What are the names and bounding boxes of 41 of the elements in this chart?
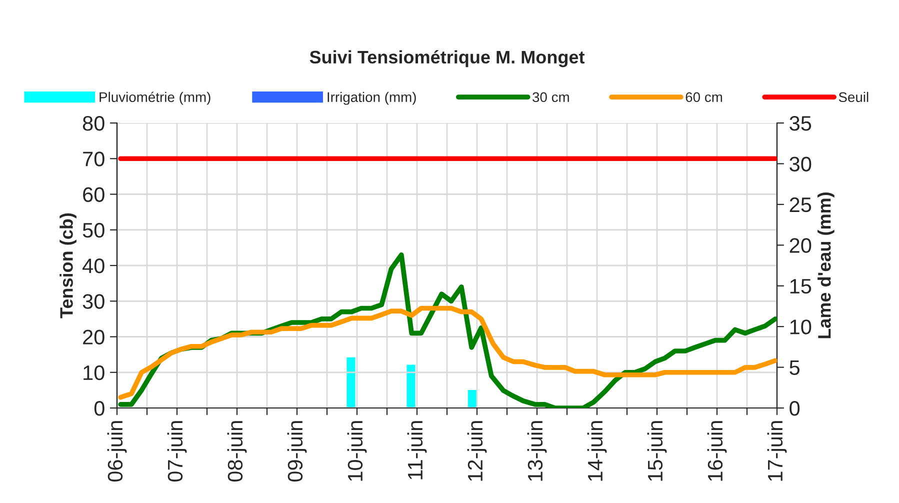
- x-tick-label: 10-juin: [347, 421, 367, 481]
- y2-axis-title: Lame d'eau (mm): [818, 192, 834, 338]
- line-series: [118, 306, 777, 400]
- y-tick-label: 60: [83, 187, 104, 202]
- legend-label: 60 cm: [686, 92, 722, 102]
- y2-tick-label: 30: [790, 156, 812, 172]
- y-tick-label: 30: [82, 294, 104, 309]
- x-tick-label: 09-juin: [287, 421, 307, 482]
- y2-tick-label: 25: [790, 197, 812, 212]
- bar: [466, 388, 478, 408]
- y2-tick-label: 15: [790, 279, 812, 294]
- x-tick-label: 07-juin: [167, 421, 187, 482]
- y2-tick-label: 35: [790, 116, 812, 131]
- legend-label: Seuil: [838, 92, 868, 102]
- y2-tick-label: 5: [790, 360, 800, 376]
- bar: [405, 363, 417, 408]
- x-tick-label: 16-juin: [707, 421, 727, 481]
- x-tick-label: 17-juin: [767, 421, 787, 481]
- legend-label: 30 cm: [532, 92, 569, 102]
- bar: [345, 356, 357, 408]
- legend-label: Pluviométrie (mm): [100, 92, 210, 105]
- x-tick-label: 12-juin: [467, 421, 487, 481]
- y-tick-label: 80: [82, 116, 104, 131]
- x-tick-label: 13-juin: [527, 421, 547, 481]
- x-tick-label: 06-juin: [107, 421, 127, 482]
- chart-title: Suivi Tensiométrique M. Monget: [310, 50, 585, 68]
- y-tick-label: 0: [94, 401, 104, 416]
- y2-tick-label: 20: [790, 238, 812, 253]
- y-axis-title: Tension (cb): [60, 213, 76, 318]
- x-tick-label: 15-juin: [647, 421, 667, 481]
- y2-tick-label: 10: [790, 320, 812, 334]
- legend-label: Irrigation (mm): [328, 92, 416, 105]
- y-tick-label: 20: [83, 330, 104, 345]
- x-tick-label: 11-juin: [407, 421, 427, 480]
- y-tick-label: 40: [82, 258, 104, 274]
- x-tick-label: 08-juin: [227, 421, 247, 482]
- y2-tick-label: 0: [790, 401, 800, 416]
- y-tick-label: 70: [83, 152, 104, 166]
- y-tick-label: 50: [82, 222, 104, 238]
- y-tick-label: 10: [84, 365, 104, 380]
- x-tick-label: 14-juin: [587, 421, 607, 481]
